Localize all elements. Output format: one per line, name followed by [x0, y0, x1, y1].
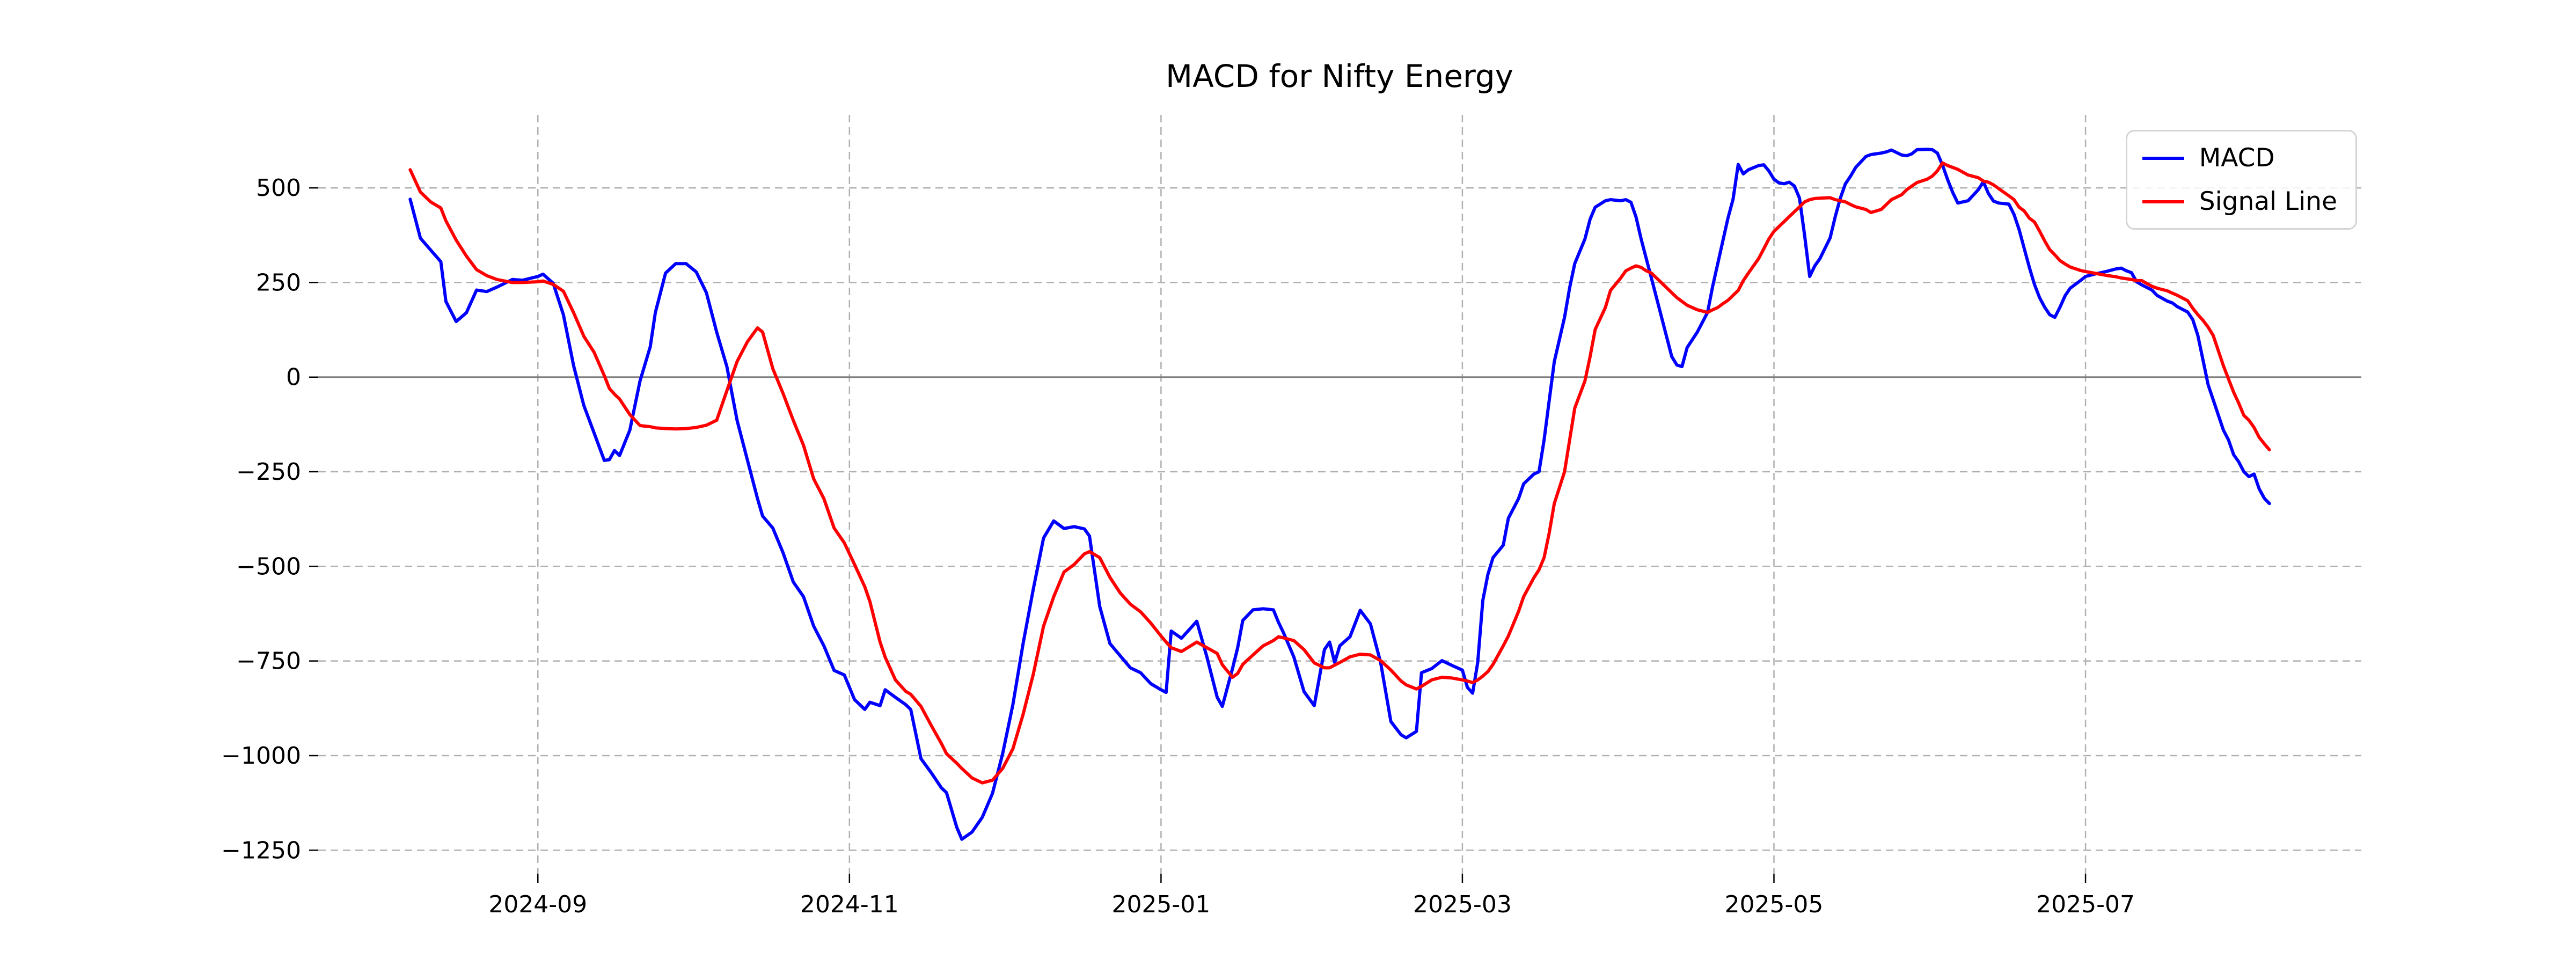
- macd-line-swatch: [2142, 156, 2184, 160]
- y-tick-label: −1250: [221, 837, 301, 864]
- x-tick-label: 2025-07: [2036, 891, 2135, 918]
- signal-line-swatch: [2142, 200, 2184, 203]
- chart-title: MACD for Nifty Energy: [1166, 58, 1513, 94]
- legend-item-signal: Signal Line: [2142, 187, 2337, 216]
- y-tick-label: −1000: [221, 742, 301, 770]
- y-tick-label: 500: [256, 174, 301, 202]
- y-tick-label: −250: [236, 458, 301, 486]
- y-tick-label: 250: [256, 269, 301, 296]
- x-tick-label: 2024-09: [488, 891, 587, 918]
- macd-line: [408, 148, 2271, 841]
- y-tick-label: −500: [236, 553, 301, 580]
- legend-label-signal: Signal Line: [2199, 187, 2337, 216]
- y-tick-label: −750: [236, 648, 301, 675]
- legend-item-macd: MACD: [2142, 143, 2337, 173]
- signal-line: [408, 161, 2271, 785]
- x-tick-label: 2024-11: [800, 891, 899, 918]
- x-tick-label: 2025-01: [1111, 891, 1210, 918]
- legend-label-macd: MACD: [2199, 143, 2275, 173]
- x-tick-label: 2025-03: [1413, 891, 1512, 918]
- x-tick-label: 2025-05: [1725, 891, 1824, 918]
- legend: MACD Signal Line: [2125, 130, 2357, 230]
- y-tick-label: 0: [286, 364, 301, 391]
